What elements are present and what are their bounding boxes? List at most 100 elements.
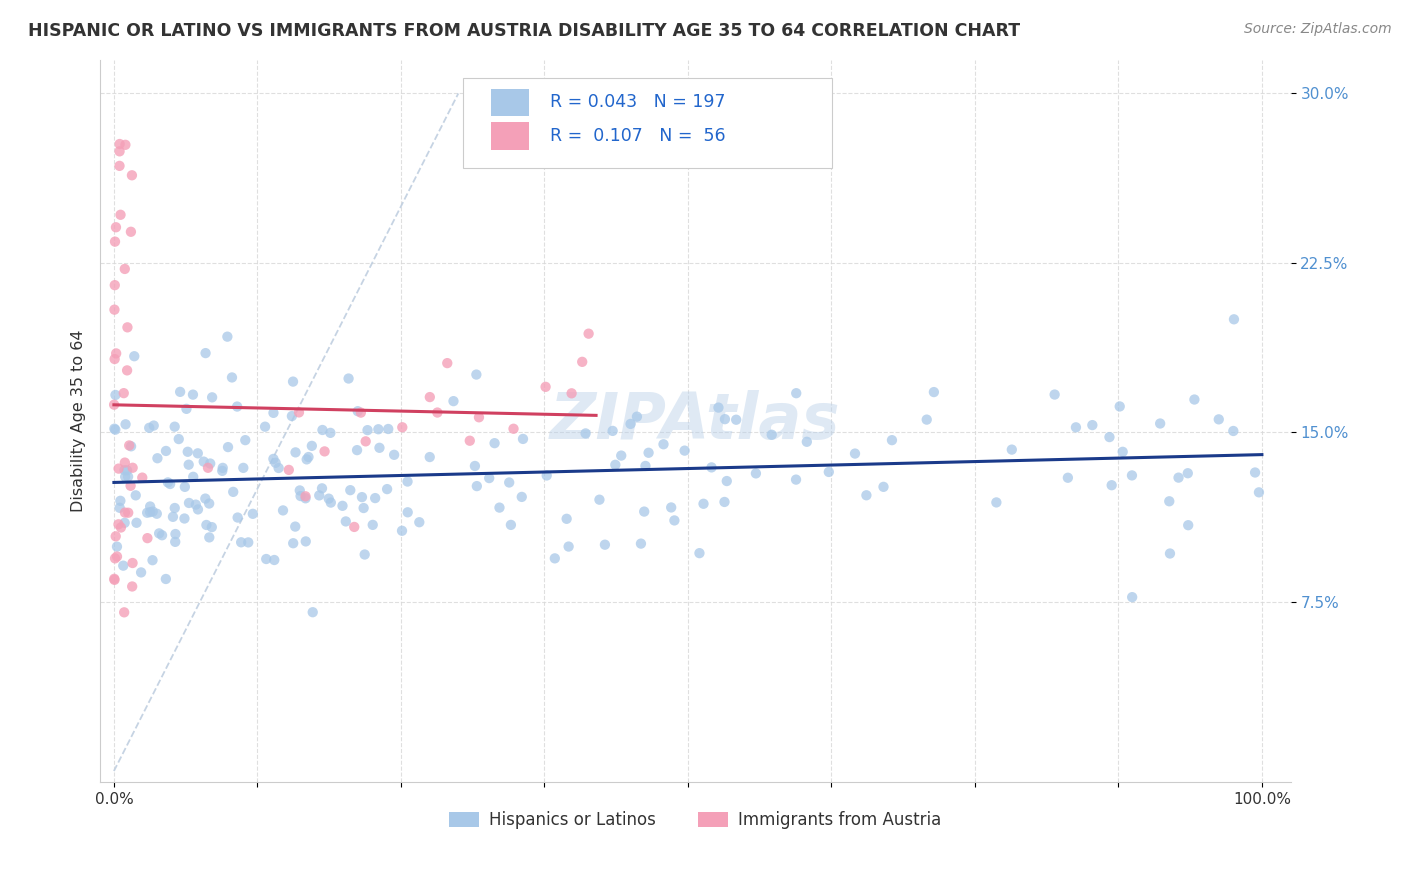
Point	[120, 439, 142, 453]
Point	[267, 461, 290, 475]
Point	[354, 434, 377, 449]
Point	[361, 517, 384, 532]
Point	[136, 531, 159, 545]
Point	[626, 409, 648, 424]
Text: R =  0.107   N =  56: R = 0.107 N = 56	[550, 128, 725, 145]
Point	[1159, 547, 1181, 561]
Point	[610, 449, 633, 463]
Point	[142, 418, 165, 433]
Point	[187, 502, 209, 516]
Point	[688, 546, 710, 560]
Point	[364, 491, 387, 505]
Point	[281, 409, 304, 423]
Point	[125, 488, 148, 502]
Point	[673, 443, 696, 458]
Point	[114, 456, 136, 470]
Point	[114, 463, 136, 477]
Point	[177, 496, 200, 510]
Point	[796, 434, 818, 449]
Point	[311, 423, 333, 437]
Text: HISPANIC OR LATINO VS IMMIGRANTS FROM AUSTRIA DISABILITY AGE 35 TO 64 CORRELATIO: HISPANIC OR LATINO VS IMMIGRANTS FROM AU…	[28, 22, 1021, 40]
Point	[104, 278, 127, 293]
Point	[110, 208, 132, 222]
Point	[332, 499, 354, 513]
Point	[121, 460, 143, 475]
Point	[408, 515, 430, 529]
Point	[118, 438, 141, 452]
Point	[217, 329, 239, 343]
Point	[536, 468, 558, 483]
Point	[173, 480, 195, 494]
Point	[534, 380, 557, 394]
Point	[169, 384, 191, 399]
Point	[301, 439, 323, 453]
Point	[150, 528, 173, 542]
Point	[103, 302, 125, 317]
Point	[104, 529, 127, 543]
Point	[290, 489, 312, 503]
Point	[112, 558, 135, 573]
Point	[301, 605, 323, 619]
Point	[377, 422, 399, 436]
Point	[122, 349, 145, 363]
Point	[139, 500, 162, 514]
Point	[115, 363, 138, 377]
Point	[716, 474, 738, 488]
Point	[484, 436, 506, 450]
Point	[872, 480, 894, 494]
Point	[108, 500, 131, 515]
Point	[107, 517, 129, 532]
Point	[114, 516, 136, 530]
Point	[198, 530, 221, 544]
Point	[104, 352, 127, 367]
Point	[314, 444, 336, 458]
Point	[1057, 471, 1080, 485]
Point	[1159, 494, 1181, 508]
Point	[855, 488, 877, 502]
Point	[443, 394, 465, 409]
Point	[112, 386, 135, 401]
Point	[1167, 470, 1189, 484]
Point	[264, 456, 287, 470]
Point	[284, 445, 307, 459]
Point	[499, 517, 522, 532]
Point	[115, 463, 138, 477]
Point	[103, 573, 125, 587]
Point	[283, 536, 305, 550]
Legend: Hispanics or Latinos, Immigrants from Austria: Hispanics or Latinos, Immigrants from Au…	[443, 804, 948, 836]
Point	[571, 355, 593, 369]
Point	[1247, 485, 1270, 500]
Point	[1222, 424, 1244, 438]
Point	[162, 509, 184, 524]
Point	[104, 551, 127, 566]
Point	[110, 493, 132, 508]
Point	[1121, 590, 1143, 604]
Point	[226, 510, 249, 524]
Point	[173, 511, 195, 525]
Text: Source: ZipAtlas.com: Source: ZipAtlas.com	[1244, 22, 1392, 37]
Point	[271, 503, 294, 517]
Point	[201, 520, 224, 534]
Point	[163, 501, 186, 516]
Point	[464, 458, 486, 473]
Point	[353, 501, 375, 516]
Point	[785, 386, 807, 401]
Point	[121, 579, 143, 593]
Point	[986, 495, 1008, 509]
Point	[217, 440, 239, 454]
Point	[238, 535, 260, 549]
Point	[605, 458, 627, 472]
Point	[277, 463, 299, 477]
Point	[498, 475, 520, 490]
Point	[155, 572, 177, 586]
Point	[159, 477, 181, 491]
Point	[337, 371, 360, 385]
Point	[121, 556, 143, 570]
Point	[419, 390, 441, 404]
Point	[120, 479, 142, 493]
Point	[254, 552, 277, 566]
Point	[319, 495, 342, 509]
Point	[1064, 420, 1087, 434]
Point	[114, 262, 136, 277]
Point	[104, 220, 127, 235]
